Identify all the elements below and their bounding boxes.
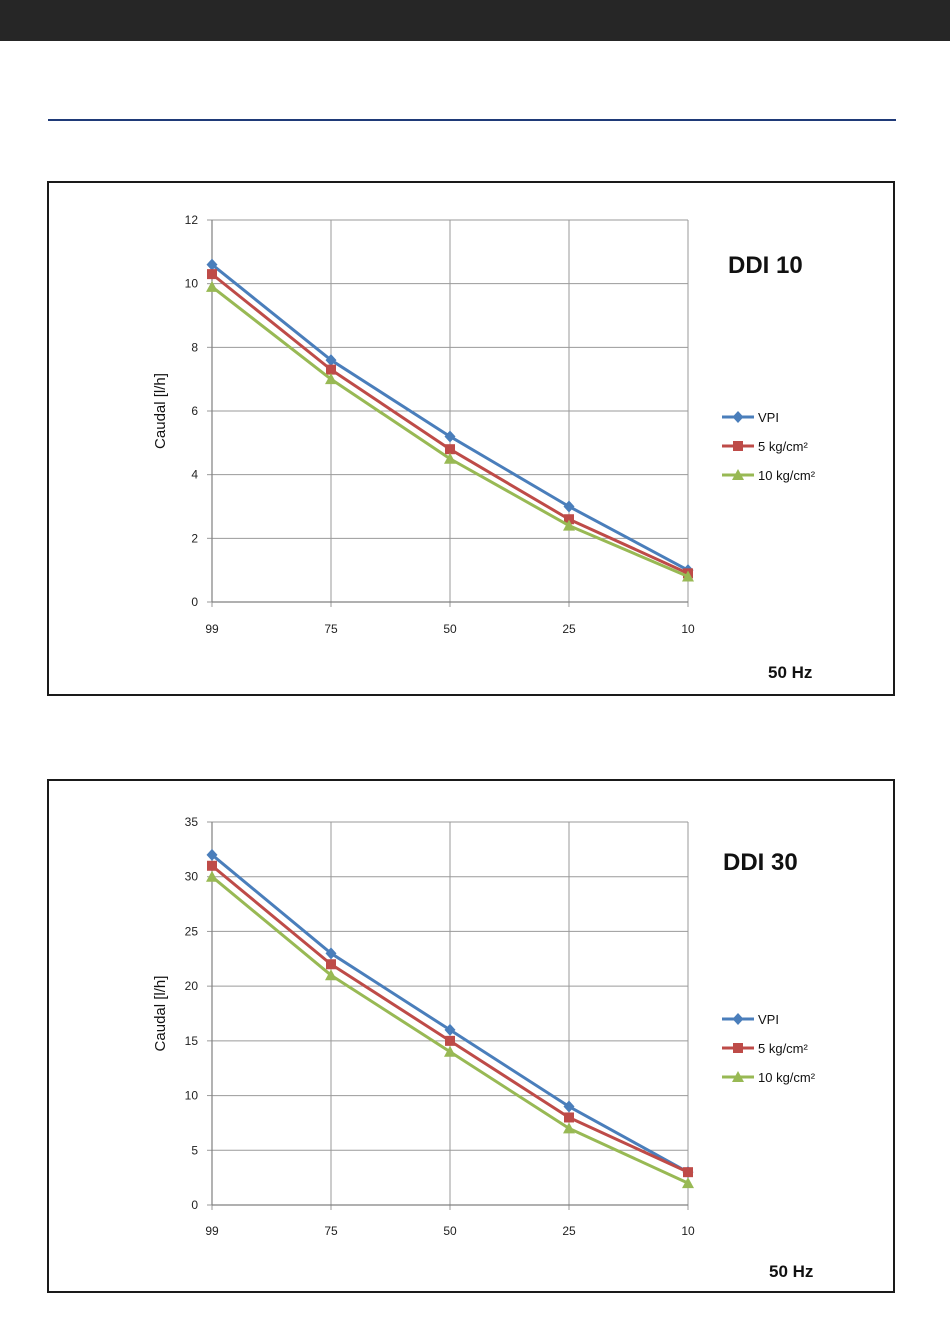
section-divider <box>48 119 896 121</box>
data-point-marker <box>325 947 337 960</box>
y-axis-label: Caudal [l/h] <box>152 976 169 1052</box>
data-point-marker <box>445 1035 455 1046</box>
legend-label: VPI <box>758 1012 779 1027</box>
data-point-marker <box>563 1100 575 1113</box>
y-tick-label: 15 <box>185 1034 199 1048</box>
data-point-marker <box>444 1023 456 1036</box>
y-tick-label: 30 <box>185 870 199 884</box>
data-point-marker <box>563 519 575 531</box>
x-tick-label: 50 <box>443 1224 457 1238</box>
chart-panel-ddi-10: 0 2 4 6 8 10 12 99 75 50 25 10 Caudal [l/h] DDI 10 VPI… <box>47 181 895 696</box>
data-point-marker <box>444 452 456 464</box>
legend-marker <box>732 411 744 423</box>
y-tick-label: 0 <box>191 1198 198 1212</box>
y-tick-label: 8 <box>191 340 198 354</box>
data-point-marker <box>682 570 694 582</box>
data-point-marker <box>325 354 337 367</box>
data-point-marker <box>206 258 218 271</box>
chart-ddi-10: 0 2 4 6 8 10 12 99 75 50 25 10 Caudal [l/h] DDI 10 VPI… <box>152 213 816 682</box>
data-point-marker <box>326 959 336 970</box>
x-tick-label: 10 <box>681 1224 695 1238</box>
data-point-marker <box>206 848 218 861</box>
data-point-marker <box>683 1167 693 1178</box>
frequency-label: 50 Hz <box>768 663 812 682</box>
x-tick-label: 10 <box>681 622 695 636</box>
data-point-marker <box>325 373 337 385</box>
frequency-label: 50 Hz <box>769 1262 813 1281</box>
legend-label: 10 kg/cm² <box>758 468 816 483</box>
y-tick-label: 2 <box>191 531 198 545</box>
data-point-marker <box>563 1122 575 1134</box>
legend-label: VPI <box>758 410 779 425</box>
data-point-marker <box>206 870 218 882</box>
y-tick-label: 5 <box>191 1143 198 1157</box>
y-tick-label: 12 <box>185 213 199 227</box>
data-point-marker <box>325 969 337 981</box>
y-tick-label: 4 <box>191 468 198 482</box>
data-point-marker <box>206 280 218 292</box>
y-axis-label: Caudal [l/h] <box>152 373 169 449</box>
data-point-marker <box>564 514 574 525</box>
x-tick-label: 75 <box>324 1224 338 1238</box>
data-point-marker <box>563 500 575 513</box>
data-point-marker <box>445 444 455 455</box>
y-tick-label: 10 <box>185 277 199 291</box>
data-point-marker <box>207 269 217 280</box>
data-point-marker <box>444 430 456 443</box>
y-tick-label: 6 <box>191 404 198 418</box>
legend-label: 5 kg/cm² <box>758 439 809 454</box>
data-point-marker <box>564 1112 574 1123</box>
legend-marker <box>732 1013 744 1025</box>
x-tick-label: 25 <box>562 1224 576 1238</box>
legend-label: 10 kg/cm² <box>758 1070 816 1085</box>
x-tick-label: 99 <box>205 622 219 636</box>
chart-title: DDI 10 <box>728 252 803 279</box>
data-point-marker <box>682 1177 694 1189</box>
x-tick-label: 50 <box>443 622 457 636</box>
legend-label: 5 kg/cm² <box>758 1041 809 1056</box>
chart-panel-ddi-30: 0 5 10 15 20 25 30 35 99 75 50 25 10 Caudal [l/h] DDI … <box>47 779 895 1293</box>
legend-marker <box>732 469 744 480</box>
x-tick-label: 75 <box>324 622 338 636</box>
data-point-marker <box>444 1045 456 1057</box>
x-tick-label: 25 <box>562 622 576 636</box>
y-tick-label: 10 <box>185 1089 199 1103</box>
legend-marker <box>733 1043 743 1053</box>
y-tick-label: 25 <box>185 924 199 938</box>
y-tick-label: 0 <box>191 595 198 609</box>
y-tick-label: 35 <box>185 815 199 829</box>
chart-ddi-30: 0 5 10 15 20 25 30 35 99 75 50 25 10 Caudal [l/h] DDI … <box>152 815 816 1281</box>
legend-marker <box>732 1071 744 1082</box>
y-tick-label: 20 <box>185 979 199 993</box>
data-point-marker <box>326 364 336 375</box>
top-header-bar <box>0 0 950 41</box>
legend-marker <box>733 441 743 451</box>
x-tick-label: 99 <box>205 1224 219 1238</box>
data-point-marker <box>207 860 217 871</box>
chart-title: DDI 30 <box>723 849 798 876</box>
